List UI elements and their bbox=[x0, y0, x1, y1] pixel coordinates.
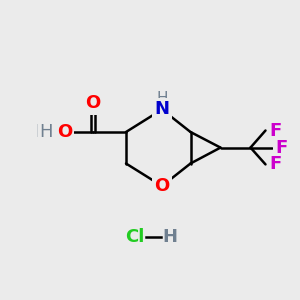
Text: H: H bbox=[40, 123, 53, 141]
Text: O: O bbox=[85, 94, 100, 112]
Text: F: F bbox=[269, 155, 281, 173]
Text: O: O bbox=[57, 123, 72, 141]
Text: HO: HO bbox=[35, 123, 63, 141]
Text: H: H bbox=[156, 91, 168, 106]
Text: F: F bbox=[275, 139, 287, 157]
Text: H: H bbox=[162, 228, 177, 246]
Text: N: N bbox=[154, 100, 169, 118]
Text: Cl: Cl bbox=[124, 228, 144, 246]
Text: F: F bbox=[269, 122, 281, 140]
Text: O: O bbox=[154, 177, 169, 195]
